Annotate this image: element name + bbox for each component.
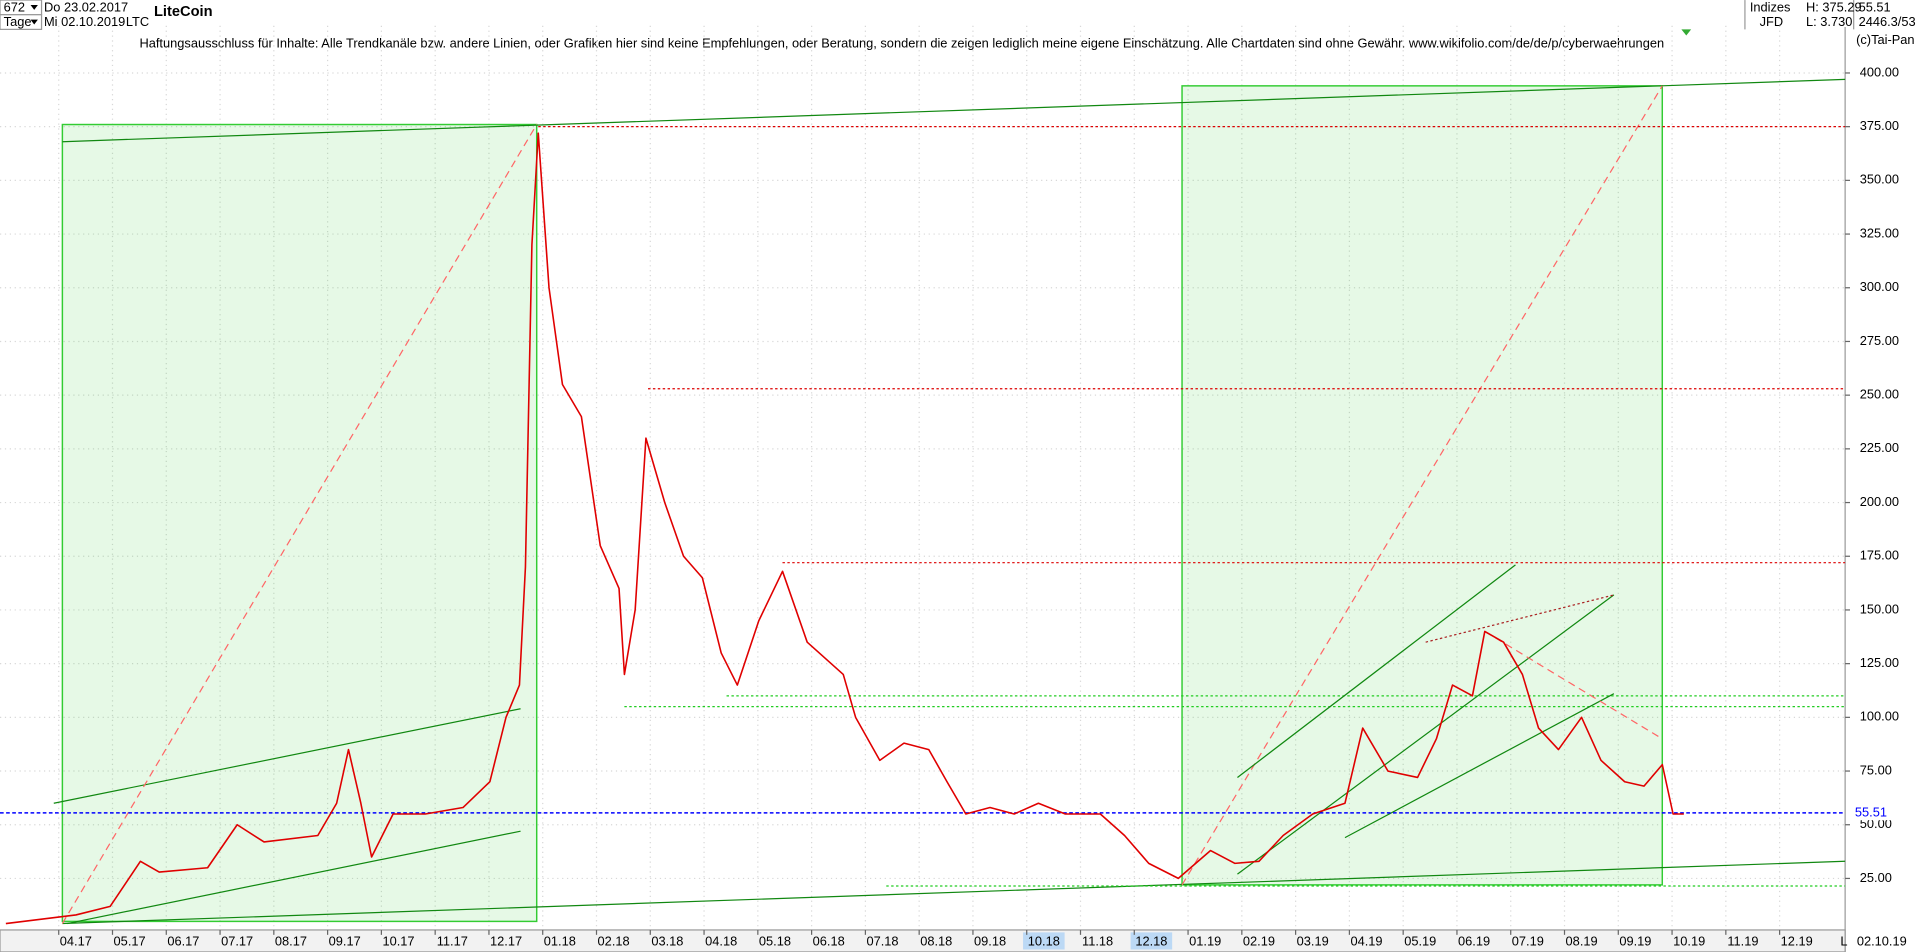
disclaimer: Haftungsausschluss für Inhalte: Alle Tre… [139, 35, 1664, 50]
x-tick-label: 11.17 [437, 934, 468, 949]
last-price-box [1847, 805, 1897, 821]
x-tick-label: 03.18 [651, 934, 683, 949]
market: Indizes [1750, 0, 1791, 14]
x-tick-label: 09.18 [974, 934, 1006, 949]
y-tick-label: 125.00 [1860, 655, 1899, 670]
x-tick-label: 07.18 [866, 934, 898, 949]
trend-line [1425, 594, 1615, 643]
x-tick-label: 12.17 [490, 934, 522, 949]
trend-line [1237, 564, 1516, 778]
marker [1681, 29, 1692, 36]
scale-mode[interactable]: L [1840, 934, 1847, 949]
trend-line [1181, 85, 1663, 886]
x-tick-label: 08.19 [1566, 934, 1598, 949]
x-tick-label: 09.17 [329, 934, 361, 949]
high: H: 375.29 [1806, 0, 1862, 14]
end-date-label: 02.10.19 [1857, 934, 1907, 949]
y-tick-label: 100.00 [1860, 709, 1899, 724]
x-tick-highlight [1023, 932, 1065, 950]
x-tick-label: 04.19 [1350, 934, 1382, 949]
y-tick-label: 325.00 [1860, 225, 1899, 240]
low: L: 3.730 [1806, 14, 1852, 29]
x-tick-label: 02.19 [1243, 934, 1275, 949]
x-tick-label: 08.17 [275, 934, 307, 949]
x-tick-label: 05.18 [759, 934, 791, 949]
source: JFD [1760, 14, 1784, 29]
volume: 2446.3/53 [1859, 14, 1916, 29]
x-tick-label: 05.17 [114, 934, 146, 949]
start-date: Do 23.02.2017 [44, 0, 128, 14]
symbol: LTC [126, 14, 149, 29]
x-tick-label: 05.19 [1404, 934, 1436, 949]
x-tick-highlight [1130, 932, 1173, 950]
y-tick-label: 225.00 [1860, 440, 1899, 455]
trend-line [1484, 630, 1663, 740]
copyright: (c)Tai-Pan [1856, 32, 1914, 47]
x-tick-label: 10.17 [382, 934, 414, 949]
x-tick-label: 12.18 [1135, 934, 1167, 949]
instrument-name: LiteCoin [154, 4, 213, 20]
end-date: Mi 02.10.2019 [44, 14, 125, 29]
y-tick-label: 300.00 [1860, 279, 1899, 294]
x-tick-label: 04.18 [705, 934, 737, 949]
x-tick-label: 02.18 [598, 934, 630, 949]
x-tick-label: 08.18 [920, 934, 952, 949]
trend-line [1237, 594, 1615, 875]
y-tick-label: 250.00 [1860, 387, 1899, 402]
x-tick-label: 12.19 [1781, 934, 1813, 949]
x-tick-label: 10.19 [1673, 934, 1705, 949]
x-tick-label: 10.18 [1028, 934, 1060, 949]
plot: 25.0050.0075.00100.00125.00150.00175.002… [0, 25, 1899, 950]
x-tick-label: 06.17 [167, 934, 199, 949]
trend-line [67, 830, 521, 925]
unit[interactable]: Tage [4, 14, 32, 29]
trend-line [1344, 693, 1615, 839]
bars[interactable]: 672 [4, 0, 25, 14]
x-tick-label: 09.19 [1619, 934, 1651, 949]
y-tick-label: 375.00 [1860, 118, 1899, 133]
price-line [5, 132, 1684, 925]
trend-line [62, 78, 1846, 143]
x-tick-label: 11.19 [1727, 934, 1758, 949]
trend-line [53, 708, 521, 804]
x-tick-label: 11.18 [1082, 934, 1113, 949]
y-tick-label: 150.00 [1860, 601, 1899, 616]
x-tick-label: 01.18 [544, 934, 576, 949]
y-tick-label: 200.00 [1860, 494, 1899, 509]
x-tick-label: 07.17 [221, 934, 253, 949]
last: 55.51 [1859, 0, 1891, 14]
trend-line [61, 124, 538, 924]
trend-line [62, 860, 1846, 925]
x-tick-label: 06.19 [1458, 934, 1490, 949]
y-tick-label: 175.00 [1860, 548, 1899, 563]
x-tick-label: 06.18 [813, 934, 845, 949]
x-tick-label: 01.19 [1189, 934, 1221, 949]
y-tick-label: 75.00 [1860, 762, 1892, 777]
y-tick-label: 275.00 [1860, 333, 1899, 348]
y-tick-label: 350.00 [1860, 172, 1899, 187]
unit-dropdown[interactable] [0, 14, 43, 30]
x-tick-label: 07.19 [1512, 934, 1544, 949]
last-price-label: 55.51 [1855, 804, 1887, 819]
y-tick-label: 400.00 [1860, 64, 1899, 79]
x-tick-label: 04.17 [60, 934, 92, 949]
dropdown-arrows [30, 4, 38, 25]
x-tick-label: 03.19 [1297, 934, 1329, 949]
y-tick-label: 25.00 [1860, 870, 1892, 885]
